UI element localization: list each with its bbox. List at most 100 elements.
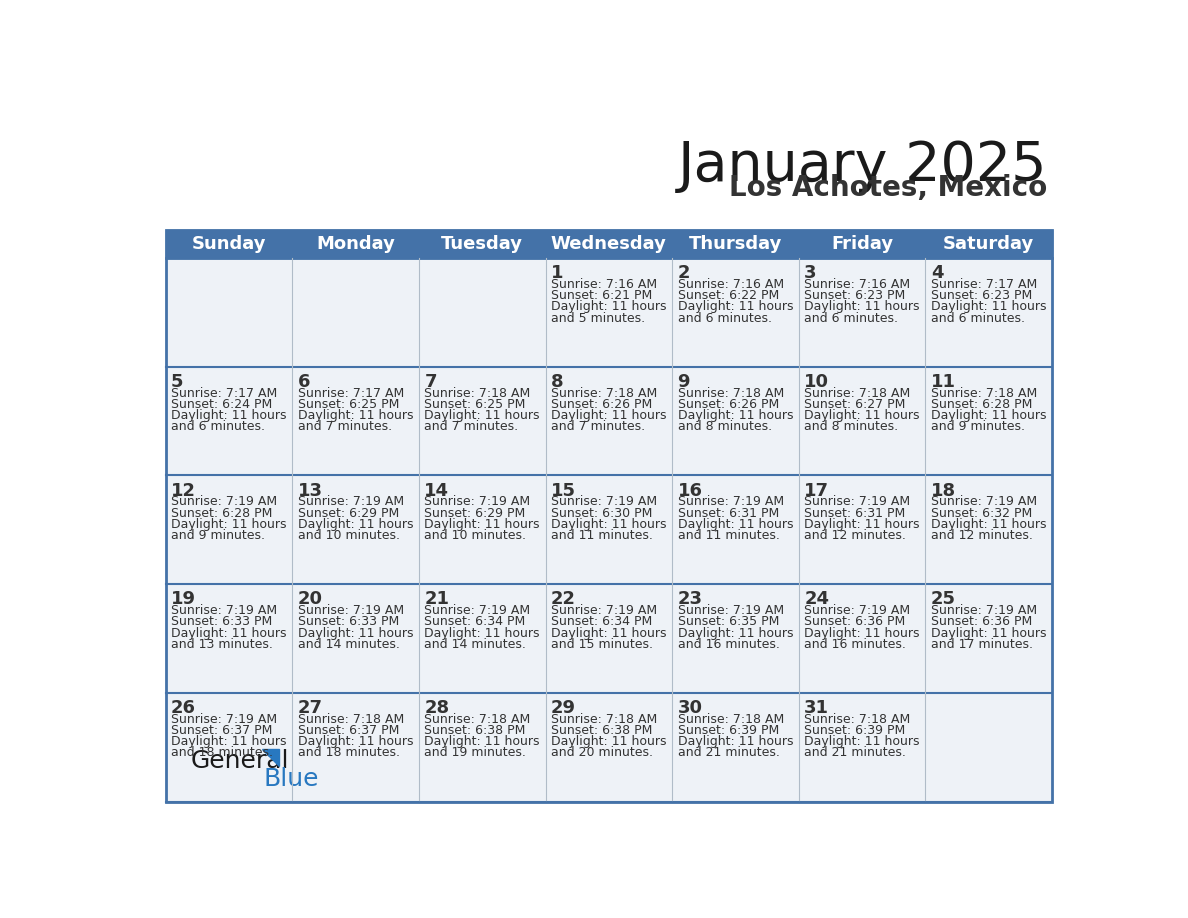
Text: Daylight: 11 hours: Daylight: 11 hours — [804, 518, 920, 531]
Bar — [292, 476, 419, 584]
Text: 15: 15 — [551, 482, 576, 499]
Text: Sunset: 6:31 PM: Sunset: 6:31 PM — [677, 507, 779, 520]
Text: Daylight: 11 hours: Daylight: 11 hours — [931, 409, 1047, 422]
Text: Sunday: Sunday — [191, 235, 266, 253]
Text: Sunset: 6:37 PM: Sunset: 6:37 PM — [298, 724, 399, 737]
Text: 19: 19 — [171, 590, 196, 609]
Text: Sunrise: 7:18 AM: Sunrise: 7:18 AM — [804, 713, 910, 726]
Bar — [292, 258, 419, 366]
Text: Sunset: 6:36 PM: Sunset: 6:36 PM — [931, 615, 1032, 628]
Text: Daylight: 11 hours: Daylight: 11 hours — [677, 626, 794, 640]
Text: Daylight: 11 hours: Daylight: 11 hours — [804, 735, 920, 748]
Text: Sunset: 6:24 PM: Sunset: 6:24 PM — [171, 397, 272, 411]
Text: and 14 minutes.: and 14 minutes. — [298, 638, 399, 651]
Text: Sunset: 6:38 PM: Sunset: 6:38 PM — [551, 724, 652, 737]
Text: 14: 14 — [424, 482, 449, 499]
Text: Daylight: 11 hours: Daylight: 11 hours — [298, 409, 413, 422]
Text: 6: 6 — [298, 373, 310, 391]
Text: Sunrise: 7:18 AM: Sunrise: 7:18 AM — [804, 386, 910, 399]
Text: and 6 minutes.: and 6 minutes. — [677, 311, 771, 325]
Text: Daylight: 11 hours: Daylight: 11 hours — [298, 735, 413, 748]
Text: Daylight: 11 hours: Daylight: 11 hours — [424, 518, 539, 531]
Text: Daylight: 11 hours: Daylight: 11 hours — [551, 300, 666, 313]
Bar — [925, 584, 1053, 693]
Bar — [165, 258, 292, 366]
Text: Sunrise: 7:19 AM: Sunrise: 7:19 AM — [171, 496, 277, 509]
Text: Sunrise: 7:19 AM: Sunrise: 7:19 AM — [804, 496, 910, 509]
Text: Sunset: 6:28 PM: Sunset: 6:28 PM — [931, 397, 1032, 411]
Text: Sunrise: 7:19 AM: Sunrise: 7:19 AM — [677, 496, 784, 509]
Text: 22: 22 — [551, 590, 576, 609]
Text: Daylight: 11 hours: Daylight: 11 hours — [551, 518, 666, 531]
Text: Sunset: 6:31 PM: Sunset: 6:31 PM — [804, 507, 905, 520]
Text: Sunset: 6:30 PM: Sunset: 6:30 PM — [551, 507, 652, 520]
Text: 20: 20 — [298, 590, 323, 609]
Text: General: General — [191, 749, 290, 773]
Bar — [545, 584, 672, 693]
Text: and 20 minutes.: and 20 minutes. — [551, 746, 653, 759]
Bar — [165, 584, 292, 693]
Text: Sunrise: 7:18 AM: Sunrise: 7:18 AM — [551, 386, 657, 399]
Text: Daylight: 11 hours: Daylight: 11 hours — [804, 300, 920, 313]
Bar — [292, 693, 419, 801]
Text: and 6 minutes.: and 6 minutes. — [804, 311, 898, 325]
Text: Sunrise: 7:19 AM: Sunrise: 7:19 AM — [298, 496, 404, 509]
Text: Daylight: 11 hours: Daylight: 11 hours — [931, 626, 1047, 640]
Text: and 6 minutes.: and 6 minutes. — [171, 420, 265, 433]
Polygon shape — [263, 749, 279, 767]
Text: Sunrise: 7:19 AM: Sunrise: 7:19 AM — [171, 604, 277, 617]
Text: Sunrise: 7:18 AM: Sunrise: 7:18 AM — [677, 713, 784, 726]
Text: and 9 minutes.: and 9 minutes. — [931, 420, 1025, 433]
Text: Daylight: 11 hours: Daylight: 11 hours — [171, 409, 286, 422]
Text: Monday: Monday — [316, 235, 394, 253]
Bar — [798, 584, 925, 693]
Text: Sunrise: 7:19 AM: Sunrise: 7:19 AM — [931, 496, 1037, 509]
Text: and 10 minutes.: and 10 minutes. — [298, 529, 399, 542]
Text: Sunrise: 7:17 AM: Sunrise: 7:17 AM — [931, 278, 1037, 291]
Text: Sunrise: 7:16 AM: Sunrise: 7:16 AM — [677, 278, 784, 291]
Text: and 16 minutes.: and 16 minutes. — [804, 638, 906, 651]
Text: 26: 26 — [171, 699, 196, 717]
Text: and 7 minutes.: and 7 minutes. — [551, 420, 645, 433]
Text: and 17 minutes.: and 17 minutes. — [931, 638, 1032, 651]
Text: Sunset: 6:39 PM: Sunset: 6:39 PM — [804, 724, 905, 737]
Text: 4: 4 — [931, 264, 943, 282]
Text: and 7 minutes.: and 7 minutes. — [424, 420, 518, 433]
Text: Sunset: 6:26 PM: Sunset: 6:26 PM — [677, 397, 779, 411]
Text: January 2025: January 2025 — [678, 140, 1048, 194]
Text: Sunset: 6:29 PM: Sunset: 6:29 PM — [298, 507, 399, 520]
Text: 27: 27 — [298, 699, 323, 717]
Text: and 10 minutes.: and 10 minutes. — [424, 529, 526, 542]
Text: 11: 11 — [931, 373, 956, 391]
Text: and 21 minutes.: and 21 minutes. — [677, 746, 779, 759]
Text: Sunrise: 7:18 AM: Sunrise: 7:18 AM — [424, 713, 531, 726]
Bar — [798, 258, 925, 366]
Text: Daylight: 11 hours: Daylight: 11 hours — [551, 409, 666, 422]
Text: Sunset: 6:38 PM: Sunset: 6:38 PM — [424, 724, 525, 737]
Bar — [419, 693, 545, 801]
Text: Thursday: Thursday — [689, 235, 782, 253]
Text: Wednesday: Wednesday — [551, 235, 666, 253]
Bar — [165, 230, 1053, 801]
Text: Sunrise: 7:19 AM: Sunrise: 7:19 AM — [677, 604, 784, 617]
Text: 7: 7 — [424, 373, 437, 391]
Text: Sunset: 6:28 PM: Sunset: 6:28 PM — [171, 507, 272, 520]
Text: Sunrise: 7:19 AM: Sunrise: 7:19 AM — [171, 713, 277, 726]
Text: and 14 minutes.: and 14 minutes. — [424, 638, 526, 651]
Text: Daylight: 11 hours: Daylight: 11 hours — [424, 409, 539, 422]
Text: Sunset: 6:39 PM: Sunset: 6:39 PM — [677, 724, 779, 737]
Text: 9: 9 — [677, 373, 690, 391]
Text: Sunset: 6:35 PM: Sunset: 6:35 PM — [677, 615, 779, 628]
Bar — [419, 584, 545, 693]
Text: Sunset: 6:33 PM: Sunset: 6:33 PM — [298, 615, 399, 628]
Text: Daylight: 11 hours: Daylight: 11 hours — [931, 518, 1047, 531]
Text: Sunset: 6:33 PM: Sunset: 6:33 PM — [171, 615, 272, 628]
Text: Sunrise: 7:16 AM: Sunrise: 7:16 AM — [804, 278, 910, 291]
Bar — [419, 366, 545, 476]
Text: and 8 minutes.: and 8 minutes. — [677, 420, 772, 433]
Bar — [165, 230, 1053, 258]
Text: 13: 13 — [298, 482, 323, 499]
Text: and 12 minutes.: and 12 minutes. — [931, 529, 1032, 542]
Text: Daylight: 11 hours: Daylight: 11 hours — [677, 735, 794, 748]
Bar — [292, 366, 419, 476]
